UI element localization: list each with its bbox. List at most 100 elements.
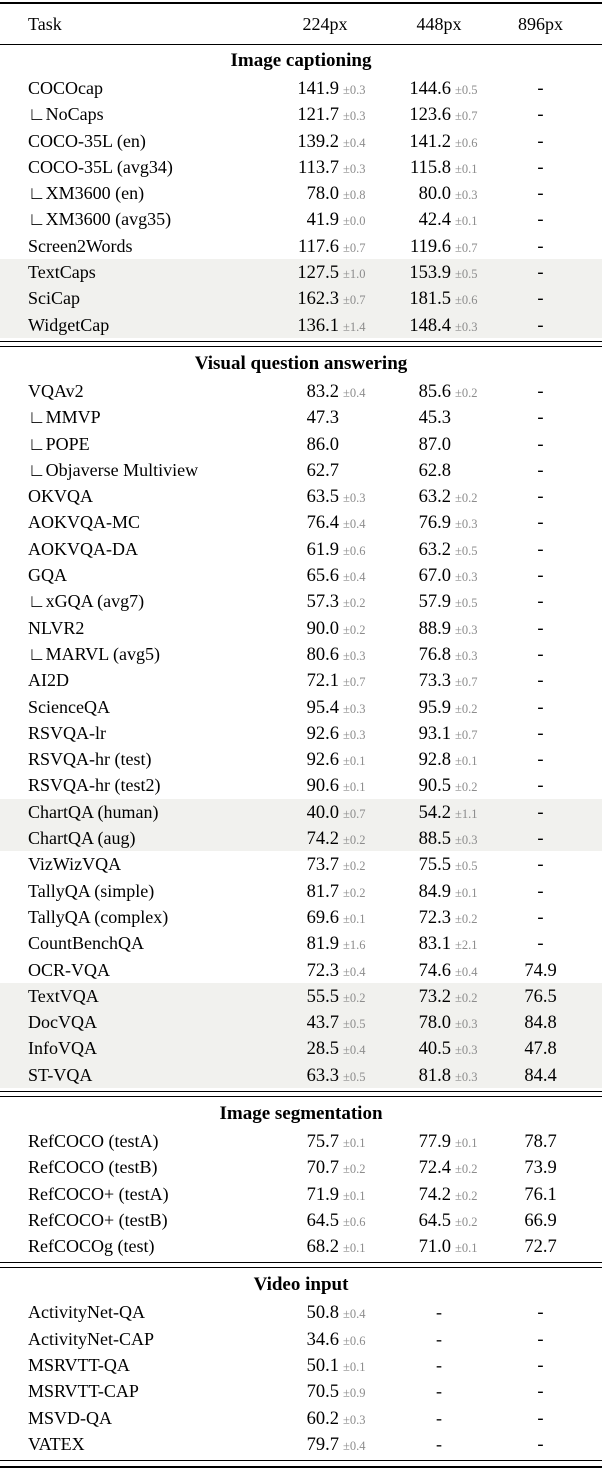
score-value: 72.3 bbox=[418, 907, 451, 928]
score-stddev: ±0.1 bbox=[343, 1241, 366, 1256]
score-stddev: ±0.6 bbox=[343, 1333, 366, 1348]
value-896px: - bbox=[537, 79, 544, 99]
score-value: 162.3 bbox=[297, 289, 339, 310]
value-448px: 76.9 ±0.3 bbox=[381, 509, 497, 537]
score-value: 115.8 bbox=[410, 157, 451, 178]
score-value: 88.5 bbox=[418, 829, 451, 850]
value-224px: 127.5 ±1.0 bbox=[269, 259, 381, 287]
score-stddev: ±0.4 bbox=[455, 964, 478, 979]
table-row: InfoVQA 28.5 ±0.4 40.5 ±0.3 47.8 bbox=[0, 1035, 602, 1062]
value-224px: 79.7 ±0.4 bbox=[269, 1431, 381, 1459]
value-224px: 63.5 ±0.3 bbox=[269, 483, 381, 511]
table-row: ∟POPE 86.0 87.0 - bbox=[0, 431, 602, 457]
value-896px: - bbox=[537, 460, 544, 481]
value-224px: 90.0 ±0.2 bbox=[269, 615, 381, 643]
value-896px: - bbox=[537, 1434, 544, 1455]
score-stddev: ±1.6 bbox=[343, 938, 366, 953]
score-stddev: ±0.5 bbox=[455, 267, 478, 282]
score-stddev: ±0.4 bbox=[343, 517, 366, 532]
score-stddev: ±0.4 bbox=[343, 964, 366, 979]
value-896px: - bbox=[537, 1303, 544, 1324]
score-value: 80.6 bbox=[306, 644, 339, 665]
score-value: 73.7 bbox=[306, 855, 339, 876]
value-448px: 144.6 ±0.5 bbox=[381, 75, 497, 103]
score-stddev: ±0.2 bbox=[455, 1188, 478, 1203]
value-448px: 45.3 bbox=[381, 404, 497, 431]
value-896px: - bbox=[537, 434, 544, 455]
value-896px: - bbox=[537, 381, 544, 402]
value-448px: 81.8 ±0.3 bbox=[381, 1062, 497, 1090]
score-value: 73.2 bbox=[418, 986, 451, 1007]
score-value: 55.5 bbox=[306, 986, 339, 1007]
value-896px: - bbox=[537, 236, 544, 257]
task-label: CountBenchQA bbox=[28, 933, 144, 954]
score-value: 76.8 bbox=[418, 644, 451, 665]
score-stddev: ±0.6 bbox=[343, 543, 366, 558]
score-value: 95.4 bbox=[306, 697, 339, 718]
score-value: 153.9 bbox=[409, 263, 451, 284]
table-row: DocVQA 43.7 ±0.5 78.0 ±0.3 84.8 bbox=[0, 1009, 602, 1036]
value-448px: 71.0 ±0.1 bbox=[381, 1233, 497, 1261]
score-value: 63.5 bbox=[306, 487, 339, 508]
score-value: 74.2 bbox=[418, 1184, 451, 1205]
value-224px: 62.7 bbox=[269, 457, 381, 484]
score-stddev: ±0.1 bbox=[343, 911, 366, 926]
value-448px: 80.0 ±0.3 bbox=[381, 180, 497, 208]
value-224px: 55.5 ±0.2 bbox=[269, 983, 381, 1011]
score-stddev: ±0.3 bbox=[455, 1017, 478, 1032]
value-224px: 92.6 ±0.1 bbox=[269, 746, 381, 774]
score-stddev: ±0.5 bbox=[455, 83, 478, 97]
table-top-rule bbox=[0, 2, 602, 4]
task-label: ChartQA (aug) bbox=[28, 828, 136, 849]
value-896px: - bbox=[537, 671, 544, 692]
score-value: 76.4 bbox=[306, 513, 339, 534]
score-value: 77.9 bbox=[418, 1131, 451, 1152]
value-224px: 162.3 ±0.7 bbox=[269, 285, 381, 313]
score-value: 43.7 bbox=[306, 1013, 339, 1034]
table-row: RefCOCO+ (testA) 71.9 ±0.1 74.2 ±0.2 76.1 bbox=[0, 1181, 602, 1207]
value-224px: 73.7 ±0.2 bbox=[269, 851, 381, 879]
value-896px: 76.1 bbox=[524, 1184, 557, 1205]
task-label: RefCOCO+ (testB) bbox=[28, 1209, 168, 1230]
value-896px: - bbox=[537, 934, 544, 955]
score-stddev: ±0.2 bbox=[455, 701, 478, 716]
task-label: OCR-VQA bbox=[28, 959, 111, 980]
score-value: 71.9 bbox=[306, 1184, 339, 1205]
value-448px: 95.9 ±0.2 bbox=[381, 694, 497, 722]
table-row: Screen2Words 117.6 ±0.7 119.6 ±0.7 - bbox=[0, 233, 602, 259]
value-224px: 68.2 ±0.1 bbox=[269, 1233, 381, 1261]
task-label: COCOcap bbox=[28, 78, 103, 98]
score-value: 113.7 bbox=[298, 157, 339, 178]
value-896px: - bbox=[537, 131, 544, 152]
task-label: RefCOCOg (test) bbox=[28, 1236, 155, 1257]
score-value: 81.9 bbox=[306, 934, 339, 955]
score-stddev: ±0.5 bbox=[455, 543, 478, 558]
table-row: AOKVQA-MC 76.4 ±0.4 76.9 ±0.3 - bbox=[0, 509, 602, 535]
task-label: NLVR2 bbox=[28, 617, 85, 638]
task-label: ∟Objaverse Multiview bbox=[28, 459, 199, 480]
value-448px: 67.0 ±0.3 bbox=[381, 562, 497, 590]
score-stddev: ±0.5 bbox=[343, 1017, 366, 1032]
table-row: CountBenchQA 81.9 ±1.6 83.1 ±2.1 - bbox=[0, 930, 602, 956]
column-header-task: Task bbox=[28, 14, 62, 34]
task-label: ∟XM3600 (en) bbox=[28, 183, 145, 204]
value-224px: 34.6 ±0.6 bbox=[269, 1326, 381, 1354]
score-stddev: ±0.3 bbox=[343, 109, 366, 124]
task-label: MSRVTT-CAP bbox=[28, 1381, 139, 1402]
table-row: RSVQA-lr 92.6 ±0.3 93.1 ±0.7 - bbox=[0, 720, 602, 746]
score-stddev: ±0.3 bbox=[343, 161, 366, 176]
task-label: TallyQA (simple) bbox=[28, 880, 155, 901]
task-label: Screen2Words bbox=[28, 235, 133, 256]
score-stddev: ±0.3 bbox=[455, 319, 478, 334]
score-stddev: ±0.6 bbox=[343, 1214, 366, 1229]
value-448px: 76.8 ±0.3 bbox=[381, 641, 497, 669]
task-label: ActivityNet-QA bbox=[28, 1302, 145, 1323]
task-label: GQA bbox=[28, 565, 67, 586]
score-stddev: ±0.2 bbox=[343, 833, 366, 848]
score-value: 90.0 bbox=[306, 618, 339, 639]
value-224px: 141.9 ±0.3 bbox=[269, 75, 381, 103]
score-stddev: ±0.1 bbox=[455, 161, 478, 176]
score-value: 67.0 bbox=[418, 566, 451, 587]
task-label: AOKVQA-DA bbox=[28, 538, 138, 559]
task-label: InfoVQA bbox=[28, 1038, 97, 1059]
